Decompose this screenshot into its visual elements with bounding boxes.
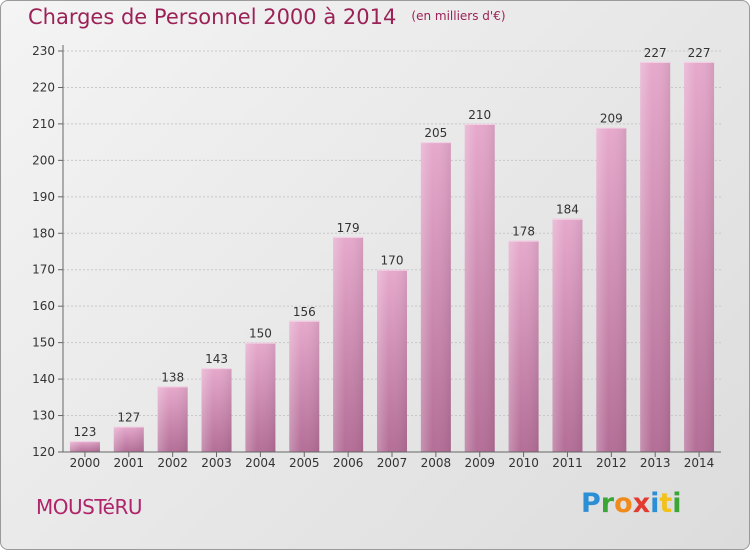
x-tick-label: 2002: [157, 456, 188, 470]
y-tick-label: 190: [32, 190, 55, 204]
y-tick-label: 160: [32, 299, 55, 313]
y-tick-label: 220: [32, 80, 55, 94]
bar-value-label: 227: [644, 46, 667, 60]
x-tick-label: 2010: [508, 456, 539, 470]
bar-value-label: 170: [381, 254, 404, 268]
logo-letter: x: [632, 488, 651, 519]
bar-shade: [552, 218, 583, 452]
y-tick-label: 180: [32, 226, 55, 240]
x-tick-label: 2000: [70, 456, 101, 470]
bar-shade: [157, 386, 188, 452]
y-tick-label: 200: [32, 153, 55, 167]
bar-shade: [113, 426, 144, 452]
bar-shade: [333, 236, 364, 452]
x-tick-label: 2011: [552, 456, 583, 470]
bar-value-label: 179: [337, 221, 360, 235]
bar-shade: [640, 61, 671, 452]
proxiti-logo: Proxiti: [581, 488, 682, 519]
x-tick-label: 2001: [114, 456, 145, 470]
bar-value-label: 138: [161, 370, 184, 384]
bar-shade: [245, 342, 276, 452]
x-tick-label: 2009: [464, 456, 495, 470]
y-tick-label: 130: [32, 409, 55, 423]
bar-value-label: 123: [73, 425, 96, 439]
logo-letter: P: [581, 488, 601, 519]
bar-value-label: 209: [600, 112, 623, 126]
x-tick-label: 2013: [640, 456, 671, 470]
bar-value-label: 127: [117, 410, 140, 424]
bars-layer: [69, 61, 715, 453]
bar-value-label: 184: [556, 203, 579, 217]
y-tick-label: 120: [32, 445, 55, 459]
x-tick-label: 2012: [596, 456, 627, 470]
bar-value-label: 205: [424, 126, 447, 140]
bar-value-label: 210: [468, 108, 491, 122]
x-tick-label: 2006: [333, 456, 364, 470]
bar-shade: [377, 269, 407, 452]
chart-title: Charges de Personnel 2000 à 2014: [28, 5, 397, 29]
bar-value-label: 156: [293, 305, 316, 319]
bar-value-label: 178: [512, 225, 535, 239]
bar-shade: [420, 142, 451, 453]
x-tick-label: 2014: [684, 456, 715, 470]
axis-layer: 120 130 140 150 160 170 180 190 200 210 220 230 2000…: [32, 44, 721, 470]
x-tick-label: 2004: [245, 456, 276, 470]
bar-shade: [508, 240, 539, 452]
logo-letter: i: [650, 488, 660, 519]
bar-shade: [684, 61, 715, 452]
logo-letter: o: [614, 488, 633, 519]
bar-shade: [596, 127, 627, 453]
bar-shade: [201, 368, 232, 452]
x-tick-label: 2005: [289, 456, 320, 470]
x-tick-label: 2008: [421, 456, 452, 470]
commune-name: MOUSTéRU: [36, 495, 143, 519]
bar-value-label: 150: [249, 327, 272, 341]
logo-letter: t: [659, 488, 673, 519]
x-tick-label: 2007: [377, 456, 408, 470]
y-tick-label: 150: [32, 336, 55, 350]
labels-layer: 123 127 138 143 150 156 179 170 205 210 178 184 209 2…: [73, 46, 710, 439]
x-tick-label: 2003: [201, 456, 232, 470]
bar-shade: [289, 320, 320, 452]
bar-value-label: 227: [688, 46, 711, 60]
title-row: Charges de Personnel 2000 à 2014 (en mil…: [28, 5, 506, 29]
y-tick-label: 230: [32, 44, 55, 58]
logo-letter: r: [600, 488, 615, 519]
y-tick-label: 170: [32, 263, 55, 277]
chart-subtitle: (en milliers d'€): [411, 9, 506, 23]
bar-shade: [464, 123, 495, 452]
bar-shade: [69, 441, 100, 452]
y-tick-label: 210: [32, 117, 55, 131]
bar-value-label: 143: [205, 352, 228, 366]
logo-letter: i: [672, 488, 682, 519]
y-tick-label: 140: [32, 372, 55, 386]
